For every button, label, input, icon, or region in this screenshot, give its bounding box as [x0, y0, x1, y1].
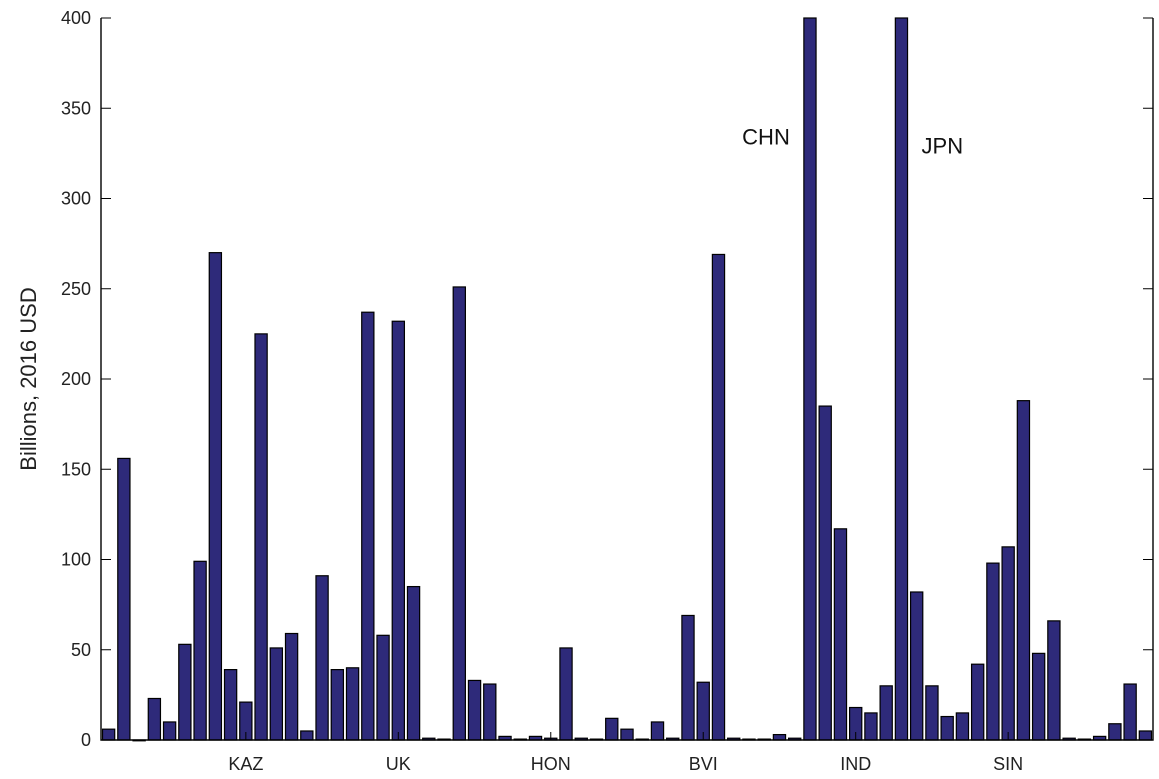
bar: [605, 717, 619, 741]
bar: [803, 17, 817, 741]
x-tick-label: IND: [840, 754, 871, 774]
bar: [162, 721, 177, 741]
bar: [1108, 723, 1122, 741]
bar: [1123, 683, 1137, 741]
bar: [376, 634, 390, 741]
bar: [711, 253, 726, 741]
bar: [681, 614, 695, 741]
y-tick-label: 350: [61, 98, 91, 118]
y-ticks-group: 0 50 100 150 200 250 300 350 400: [61, 8, 1153, 750]
bar: [178, 643, 192, 741]
y-tick-label: 300: [61, 189, 91, 209]
y-tick-label: 50: [71, 640, 91, 660]
bar: [620, 728, 634, 741]
bar: [300, 730, 314, 741]
bar: [467, 679, 482, 741]
x-tick-label: UK: [386, 754, 411, 774]
x-tick-label: SIN: [993, 754, 1023, 774]
bar: [955, 712, 970, 741]
annotations-group: CHN JPN: [742, 124, 963, 158]
bar: [1031, 652, 1046, 741]
bar: [193, 560, 207, 741]
y-axis-label: Billions, 2016 USD: [16, 287, 41, 470]
bars-group: [101, 17, 1153, 742]
bar: [970, 663, 985, 741]
bar: [315, 575, 329, 741]
bar: [361, 311, 375, 741]
y-tick-label: 400: [61, 8, 91, 28]
bar: [1138, 730, 1153, 741]
bar: [909, 591, 924, 741]
bar-annotation: CHN: [742, 124, 790, 149]
bar: [208, 252, 223, 741]
bar: [391, 320, 406, 741]
bar: [269, 647, 284, 741]
bar: [1016, 400, 1031, 741]
bar: [223, 669, 238, 741]
bar: [452, 286, 466, 741]
y-tick-label: 100: [61, 550, 91, 570]
bar: [147, 697, 162, 741]
bar: [986, 562, 1000, 741]
bar: [559, 647, 573, 741]
bar: [101, 728, 116, 741]
x-tick-label: HON: [531, 754, 571, 774]
bar: [483, 683, 497, 741]
x-tick-label: KAZ: [228, 754, 263, 774]
bar-annotation: JPN: [922, 133, 964, 158]
bar: [254, 333, 268, 741]
bar: [696, 681, 710, 741]
bar: [940, 715, 954, 741]
y-tick-label: 0: [81, 730, 91, 750]
bar: [925, 685, 939, 741]
bar: [1001, 546, 1015, 741]
y-tick-label: 200: [61, 369, 91, 389]
bar: [818, 405, 832, 741]
bar: [284, 632, 299, 741]
y-tick-label: 250: [61, 279, 91, 299]
bar: [345, 667, 360, 741]
bar: [330, 669, 345, 741]
bar: [879, 685, 893, 741]
y-tick-label: 150: [61, 459, 91, 479]
bar: [117, 457, 131, 741]
bar: [772, 733, 787, 741]
bar: [406, 585, 421, 741]
bar: [1047, 620, 1061, 741]
bar: [833, 528, 848, 741]
bar: [864, 712, 878, 741]
bar: [894, 17, 909, 741]
bar: [650, 721, 665, 741]
x-labels-group: KAZ UK HON BVI IND SIN: [228, 732, 1023, 774]
x-tick-label: BVI: [689, 754, 718, 774]
